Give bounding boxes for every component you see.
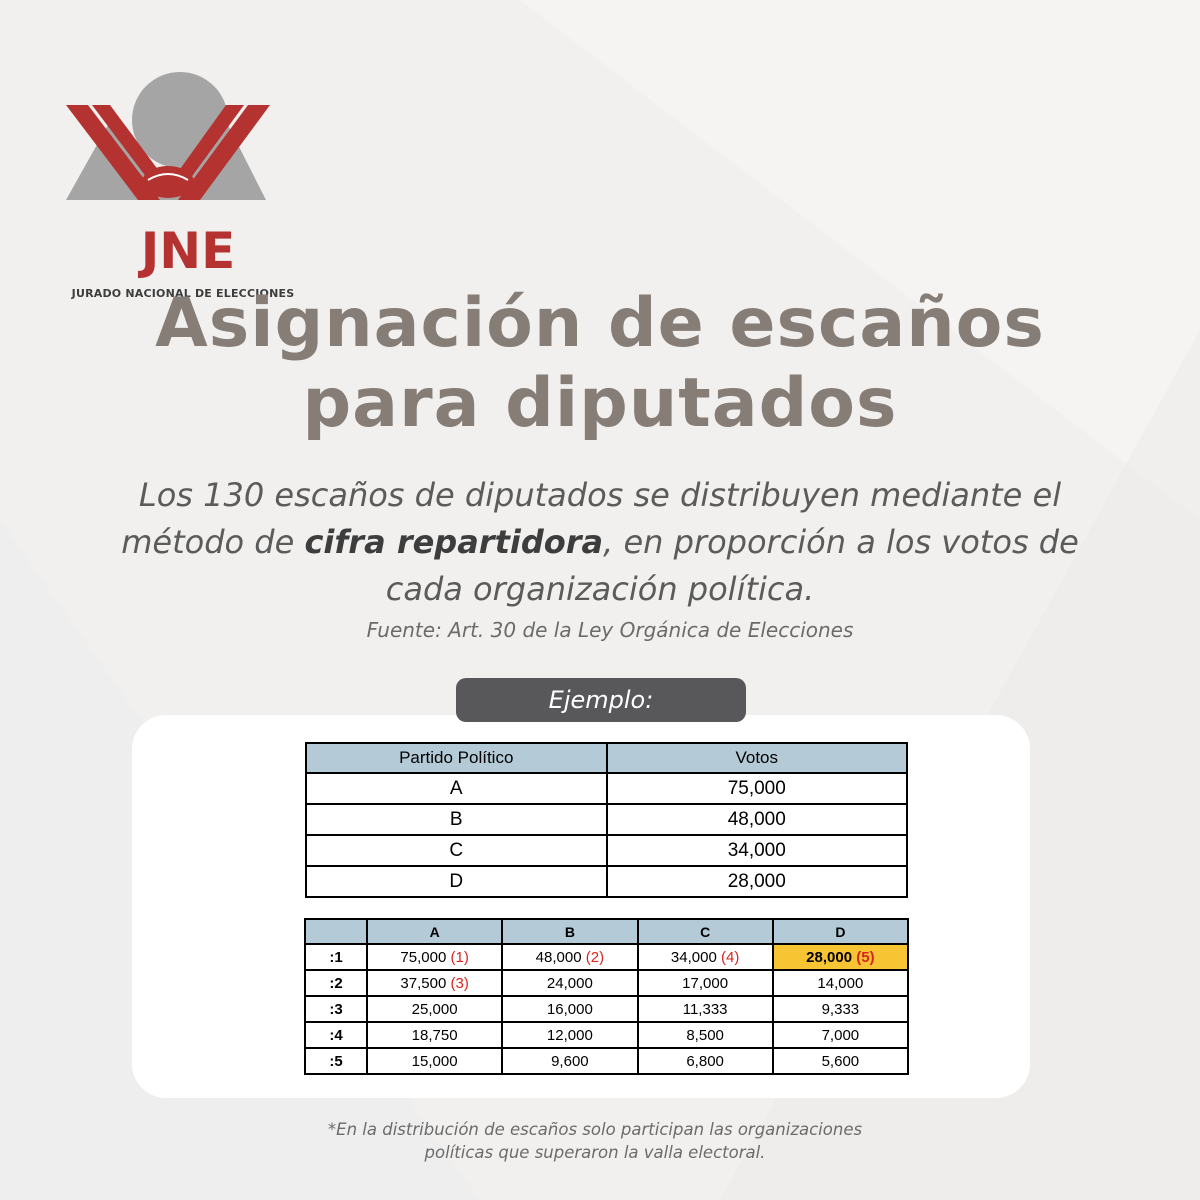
votes-header-party: Partido Político [305,742,608,774]
quotient-cell: 5,600 [771,1047,910,1075]
quotient-cell: 17,000 [636,969,774,997]
quotient-cell: 75,000 (1) [365,943,504,971]
quotient-cell: 37,500 (3) [365,969,504,997]
divisor-label-cell: :5 [304,1047,368,1075]
quotient-value: 15,000 [411,1052,458,1070]
quotient-value: 7,000 [821,1026,860,1044]
table-row: A 75,000 [305,772,908,805]
page-title-line1: Asignación de escaños [155,284,1045,363]
party-cell: B [305,803,608,836]
quotient-value: 24,000 [546,974,593,992]
divisor-header-a: A [365,918,504,945]
quotient-value: 12,000 [546,1026,593,1044]
quotient-cell: 9,600 [501,1047,639,1075]
divisor-header-corner [304,918,368,945]
divisor-label-cell: :3 [304,995,368,1023]
quotient-cell: 25,000 [365,995,504,1023]
jne-logo: JNE JURADO NACIONAL DE ELECCIONES [48,50,294,300]
page-title-line2: para diputados [302,364,898,443]
jne-emblem-icon [66,72,270,200]
quotient-value: 14,000 [817,974,864,992]
quotient-cell: 24,000 [501,969,639,997]
seat-rank: (5) [856,948,875,966]
table-row: :3 25,000 16,000 11,333 9,333 [304,995,910,1023]
logo-acronym: JNE [140,222,236,280]
quotient-cell: 34,000 (4) [636,943,774,971]
votes-header-row: Partido Político Votos [305,742,908,774]
example-label: Ejemplo: [456,678,746,722]
quotient-value: 18,750 [411,1026,458,1044]
quotient-value: 8,500 [686,1026,724,1044]
quotient-value: 9,333 [821,1000,860,1018]
quotient-value: 11,333 [682,1000,728,1018]
quotient-value: 37,500 [400,974,447,992]
seat-rank: (3) [450,974,469,992]
quotient-value: 48,000 [535,948,582,966]
quotient-cell: 9,333 [771,995,910,1023]
quotient-value: 34,000 [670,948,717,966]
votes-cell: 48,000 [605,803,908,836]
divisor-label-cell: :1 [304,943,368,971]
table-row: :1 75,000 (1) 48,000 (2) 34,000 (4) 28,000 (… [304,943,910,971]
quotient-value: 9,600 [551,1052,589,1070]
quotient-cell: 7,000 [771,1021,910,1049]
quotient-value: 5,600 [821,1052,860,1070]
votes-cell: 34,000 [605,834,908,867]
seat-rank: (2) [585,948,605,966]
quotient-value: 75,000 [400,948,447,966]
quotient-cell-highlighted: 28,000 (5) [771,943,910,971]
table-row: :2 37,500 (3) 24,000 17,000 14,000 [304,969,910,997]
quotient-value: 16,000 [546,1000,593,1018]
logo-full-name: JURADO NACIONAL DE ELECCIONES [71,287,295,300]
table-row: C 34,000 [305,834,908,867]
description-text-before: Los 130 escaños de diputados se distribu… [121,476,1062,561]
votes-table: Partido Político Votos A 75,000 B 48,000… [305,742,908,898]
quotient-cell: 12,000 [501,1021,639,1049]
party-cell: C [305,834,608,867]
seat-rank: (4) [720,948,740,966]
party-cell: A [305,772,608,805]
description-emphasis: cifra repartidora [304,523,604,561]
quotient-cell: 15,000 [365,1047,504,1075]
quotient-cell: 16,000 [501,995,639,1023]
table-row: D 28,000 [305,865,908,898]
quotient-value: 28,000 [806,948,853,966]
party-cell: D [305,865,608,898]
divisor-label-cell: :2 [304,969,368,997]
footnote-line2: políticas que superaron la valla elector… [424,1143,766,1162]
description-text-after: , en proporción a los votos de cada orga… [385,523,1079,608]
divisor-header-b: B [501,918,639,945]
votes-header-votes: Votos [605,742,908,774]
quotient-cell: 48,000 (2) [501,943,639,971]
quotient-cell: 14,000 [771,969,910,997]
quotient-value: 17,000 [682,974,729,992]
quotient-cell: 8,500 [636,1021,774,1049]
source-citation: Fuente: Art. 30 de la Ley Orgánica de El… [366,618,854,642]
table-row: :5 15,000 9,600 6,800 5,600 [304,1047,910,1075]
table-row: B 48,000 [305,803,908,836]
seat-rank: (1) [450,948,469,966]
divisor-body: :1 75,000 (1) 48,000 (2) 34,000 (4) 28,000 (… [304,943,910,1075]
quotient-cell: 6,800 [636,1047,774,1075]
footnote-line1: *En la distribución de escaños solo part… [327,1120,863,1139]
votes-cell: 28,000 [605,865,908,898]
table-row: :4 18,750 12,000 8,500 7,000 [304,1021,910,1049]
footnote: *En la distribución de escaños solo part… [0,1118,1190,1164]
divisor-header-row: A B C D [304,918,910,945]
divisor-header-d: D [771,918,910,945]
divisor-header-c: C [636,918,774,945]
quotient-cell: 18,750 [365,1021,504,1049]
divisor-table: A B C D :1 75,000 (1) 48,000 (2) 34,000 (4)… [304,918,910,1075]
description: Los 130 escaños de diputados se distribu… [100,472,1100,613]
divisor-label-cell: :4 [304,1021,368,1049]
quotient-cell: 11,333 [636,995,774,1023]
quotient-value: 6,800 [686,1052,724,1070]
votes-cell: 75,000 [605,772,908,805]
quotient-value: 25,000 [411,1000,458,1018]
